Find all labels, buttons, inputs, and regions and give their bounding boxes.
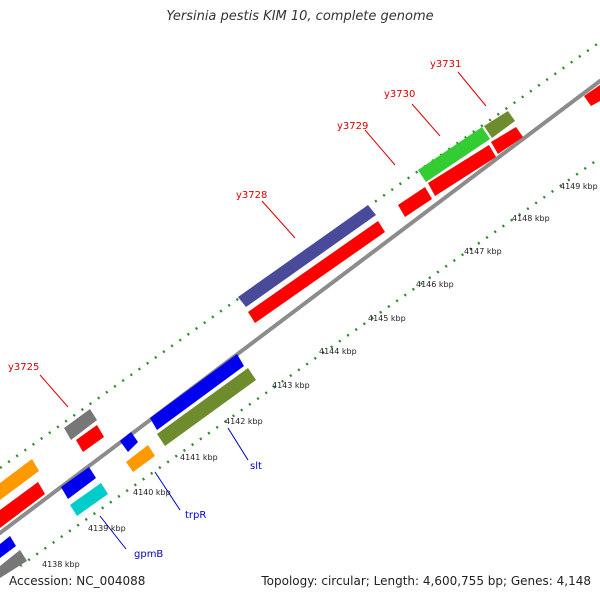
gene-orange-left-bar[interactable] [0,459,39,500]
map-title: Yersinia pestis KIM 10, complete genome [166,9,434,24]
gene-red-arrow-4[interactable] [398,187,432,217]
label-y3731[interactable]: y3731 [430,59,461,70]
gene-trpR-bar[interactable] [126,445,155,472]
leader-y3728 [261,200,296,239]
gene-gpmB-bar[interactable] [70,483,108,516]
gene-red-arrow-1[interactable] [248,221,385,323]
gene-red-arrow-2[interactable] [428,145,496,196]
kbp-label-4138: 4138 kbp [42,560,80,569]
gene-red-arrow-6[interactable] [76,425,104,452]
kbp-label-4149: 4149 kbp [560,182,598,191]
gene-blue-large-bar[interactable] [150,354,244,430]
gene-blue-small-bar[interactable] [120,432,138,452]
kbp-label-4147: 4147 kbp [464,247,502,256]
kbp-label-4142: 4142 kbp [225,417,263,426]
leader-y3729 [364,129,396,166]
label-gpmB[interactable]: gpmB [134,549,163,560]
gene-slt-bar[interactable] [157,368,256,446]
genome-backbone [0,79,600,535]
gene-y3728-bar[interactable] [238,205,376,307]
label-trpR[interactable]: trpR [185,510,206,521]
kbp-label-4144: 4144 kbp [319,347,357,356]
leader-y3731 [457,71,487,107]
genome-stats-text: Topology: circular; Length: 4,600,755 bp… [261,574,591,588]
label-y3729[interactable]: y3729 [337,121,368,132]
gene-blue-bar-lower[interactable] [61,467,96,499]
accession-text: Accession: NC_004088 [9,574,146,588]
gene-red-arrow-5[interactable] [584,85,600,106]
gene-y3730-bar[interactable] [418,127,490,182]
gene-red-arrow-7[interactable] [0,482,45,528]
kbp-label-4145: 4145 kbp [368,314,406,323]
label-y3730[interactable]: y3730 [384,89,415,100]
tick-rail-inner [19,156,600,568]
gene-red-arrow-3[interactable] [491,127,523,154]
kbp-label-4148: 4148 kbp [512,214,550,223]
kbp-label-4143: 4143 kbp [272,381,310,390]
label-y3725[interactable]: y3725 [8,362,39,373]
gene-gray-bar-edge[interactable] [0,550,27,578]
label-y3728[interactable]: y3728 [236,190,267,201]
kbp-label-4140: 4140 kbp [133,488,171,497]
gene-y3731-bar[interactable] [484,111,515,138]
kbp-label-4141: 4141 kbp [180,453,218,462]
gene-y3725-bar[interactable] [64,409,97,440]
leader-gpmB [99,515,127,550]
leader-y3730 [411,103,441,137]
kbp-label-4139: 4139 kbp [88,524,126,533]
label-slt[interactable]: slt [250,461,262,472]
leader-slt [227,427,249,461]
kbp-label-4146: 4146 kbp [416,280,454,289]
leader-trpR [154,471,181,511]
gene-blue-bar-edge[interactable] [0,536,16,558]
leader-y3725 [39,374,69,408]
